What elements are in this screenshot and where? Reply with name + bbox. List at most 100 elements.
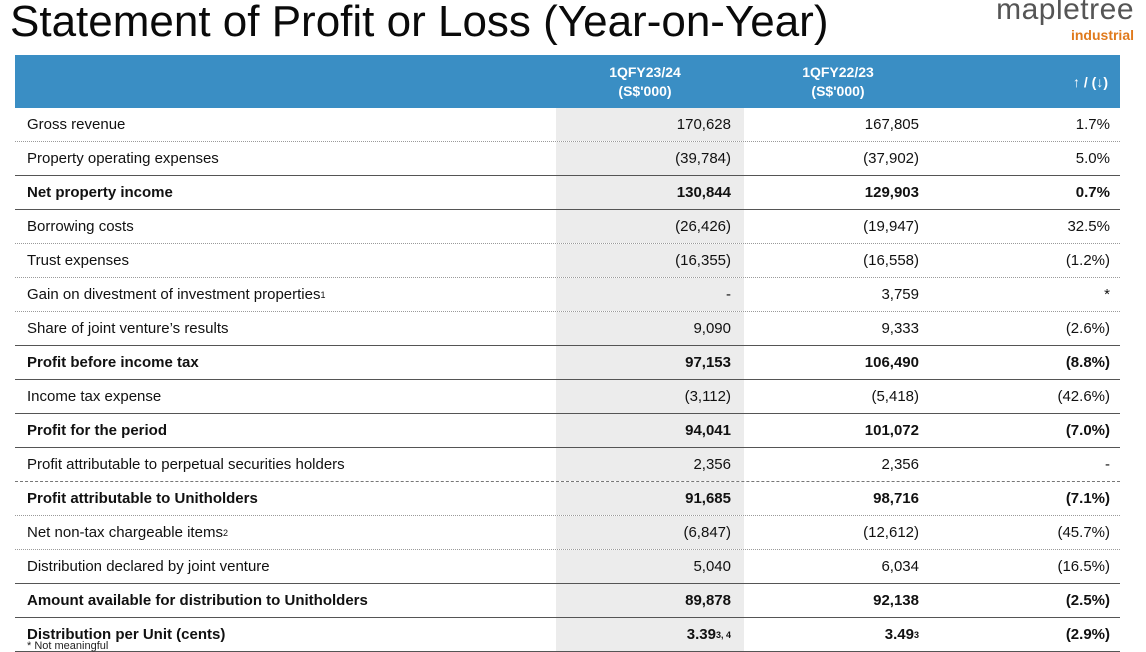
change-value-text: (1.2%) — [1065, 252, 1110, 269]
table-row: Profit for the period 94,041 101,072 (7.0%) — [15, 414, 1120, 448]
prior-period-value: 129,903 — [744, 176, 932, 209]
change-value: (7.0%) — [932, 414, 1120, 447]
prior-period-value-text: 3.49 — [884, 626, 914, 643]
change-value: 1.7% — [932, 108, 1120, 141]
change-value: 5.0% — [932, 142, 1120, 175]
change-value-text: 1.7% — [1075, 116, 1110, 133]
table-row: Net non-tax chargeable items 2 (6,847) (12,… — [15, 516, 1120, 550]
table-row: Property operating expenses (39,784) (37,9… — [15, 142, 1120, 176]
change-value-text: (16.5%) — [1057, 558, 1110, 575]
prior-period-value: 92,138 — [744, 584, 932, 617]
prior-period-value: (37,902) — [744, 142, 932, 175]
profit-loss-table: 1QFY23/24 (S$'000) 1QFY22/23 (S$'000) ↑ … — [15, 55, 1120, 652]
current-period-value: 3.39 3, 4 — [556, 618, 744, 651]
prior-period-value: 98,716 — [744, 482, 932, 515]
header-current-period-name: 1QFY23/24 — [609, 63, 681, 80]
logo-wordmark: mapletree — [996, 0, 1134, 26]
current-period-value-text: - — [726, 286, 731, 303]
prior-period-value-text: 6,034 — [881, 558, 919, 575]
row-label: Amount available for distribution to Uni… — [15, 584, 556, 617]
prior-period-value: 106,490 — [744, 346, 932, 379]
current-period-value-text: 89,878 — [685, 592, 731, 609]
prior-period-value-text: 98,716 — [873, 490, 919, 507]
row-label-text: Gross revenue — [27, 116, 126, 133]
prior-period-value-text: (16,558) — [863, 252, 919, 269]
current-period-value: (26,426) — [556, 210, 744, 243]
change-value-text: (2.9%) — [1065, 626, 1110, 643]
prior-period-value-text: 167,805 — [864, 116, 919, 133]
row-label-text: Profit before income tax — [27, 354, 199, 371]
prior-period-value: 6,034 — [744, 550, 932, 583]
change-value: * — [932, 278, 1120, 311]
row-label-text: Share of joint venture’s results — [27, 320, 229, 337]
prior-period-value-text: 9,333 — [881, 320, 919, 337]
row-label: Borrowing costs — [15, 210, 556, 243]
prior-period-value-text: (37,902) — [863, 150, 919, 167]
table-row: Borrowing costs (26,426) (19,947) 32.5% — [15, 210, 1120, 244]
change-value-text: (42.6%) — [1057, 388, 1110, 405]
current-period-value-text: 170,628 — [676, 116, 731, 133]
row-label: Profit before income tax — [15, 346, 556, 379]
table-row: Trust expenses (16,355) (16,558) (1.2%) — [15, 244, 1120, 278]
prior-period-value-text: 2,356 — [881, 456, 919, 473]
header-change: ↑ / (↓) — [1073, 73, 1108, 90]
row-label-text: Profit attributable to perpetual securit… — [27, 456, 345, 473]
row-label-text: Trust expenses — [27, 252, 129, 269]
current-period-value-text: 2,356 — [693, 456, 731, 473]
table-row: Gain on divestment of investment propert… — [15, 278, 1120, 312]
table-row: Income tax expense (3,112) (5,418) (42.6%) — [15, 380, 1120, 414]
current-period-value: (39,784) — [556, 142, 744, 175]
prior-period-value: 3,759 — [744, 278, 932, 311]
company-logo: mapletree industrial — [996, 0, 1134, 42]
prior-period-value: 9,333 — [744, 312, 932, 345]
prior-period-value: (12,612) — [744, 516, 932, 549]
row-label: Trust expenses — [15, 244, 556, 277]
header-current-period-unit: (S$'000) — [618, 82, 672, 99]
current-period-value-text: 94,041 — [685, 422, 731, 439]
row-label: Distribution per Unit (cents) — [15, 618, 556, 651]
current-period-value: - — [556, 278, 744, 311]
prior-period-value-text: 3,759 — [881, 286, 919, 303]
change-value: - — [932, 448, 1120, 481]
change-value: (1.2%) — [932, 244, 1120, 277]
change-value: (8.8%) — [932, 346, 1120, 379]
row-label: Net non-tax chargeable items 2 — [27, 524, 228, 541]
table-row: Share of joint venture’s results 9,090 9,3… — [15, 312, 1120, 346]
prior-period-value-text: (12,612) — [863, 524, 919, 541]
table-row: Profit attributable to Unitholders 91,685… — [15, 482, 1120, 516]
current-period-value: 94,041 — [556, 414, 744, 447]
change-value-text: - — [1105, 456, 1110, 473]
current-period-value-text: 97,153 — [685, 354, 731, 371]
current-period-value: 89,878 — [556, 584, 744, 617]
change-value-text: (2.6%) — [1065, 320, 1110, 337]
prior-period-value: 167,805 — [744, 108, 932, 141]
change-value-text: 0.7% — [1075, 184, 1110, 201]
current-period-value-text: 9,090 — [693, 320, 731, 337]
current-period-value: (3,112) — [556, 380, 744, 413]
prior-period-value: 101,072 — [744, 414, 932, 447]
row-label: Gross revenue — [15, 108, 556, 141]
current-period-value-text: 3.39 — [686, 626, 716, 643]
row-label: Profit attributable to perpetual securit… — [15, 448, 556, 481]
row-label: Share of joint venture’s results — [15, 312, 556, 345]
table-row: Profit before income tax 97,153 106,490 (8.… — [15, 346, 1120, 380]
row-label-text: Distribution declared by joint venture — [27, 558, 270, 575]
change-value-text: (8.8%) — [1065, 354, 1110, 371]
current-period-value-text: (39,784) — [675, 150, 731, 167]
current-period-value-text: (6,847) — [683, 524, 731, 541]
current-period-value-text: (26,426) — [675, 218, 731, 235]
prior-period-value-text: 106,490 — [864, 354, 919, 371]
table-header: 1QFY23/24 (S$'000) 1QFY22/23 (S$'000) ↑ … — [15, 55, 1120, 108]
current-period-value-text: 130,844 — [676, 184, 731, 201]
change-value: (7.1%) — [932, 482, 1120, 515]
row-label-text: Profit for the period — [27, 422, 167, 439]
current-period-value: (6,847) — [556, 516, 744, 549]
current-period-value: 130,844 — [556, 176, 744, 209]
prior-period-value-text: 101,072 — [864, 422, 919, 439]
prior-period-value: (5,418) — [744, 380, 932, 413]
change-value-text: * — [1104, 286, 1110, 303]
current-period-value: 91,685 — [556, 482, 744, 515]
change-value-text: (7.1%) — [1065, 490, 1110, 507]
row-label-text: Income tax expense — [27, 388, 162, 405]
row-label: Net property income — [15, 176, 556, 209]
